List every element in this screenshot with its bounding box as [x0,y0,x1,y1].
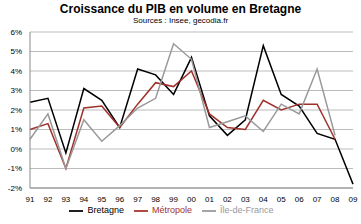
svg-text:96: 96 [115,195,124,204]
svg-text:07: 07 [313,195,322,204]
svg-text:91: 91 [26,195,35,204]
svg-text:05: 05 [277,195,286,204]
svg-text:00: 00 [187,195,196,204]
html-text:Île-de-France: Île-de-France [220,205,274,216]
html-text:Croissance du PIB en volume en: Croissance du PIB en volume en Bretagne [59,2,302,16]
svg-text:6%: 6% [10,28,22,37]
svg-text:93: 93 [61,195,70,204]
svg-text:03: 03 [241,195,250,204]
svg-text:06: 06 [295,195,304,204]
svg-text:09: 09 [349,195,353,204]
svg-text:98: 98 [151,195,160,204]
html-text:Sources : Insee, gecodia.fr: Sources : Insee, gecodia.fr [132,16,229,25]
svg-text:-1%: -1% [8,164,22,173]
svg-text:4%: 4% [10,67,22,76]
svg-text:04: 04 [259,195,268,204]
svg-text:94: 94 [79,195,88,204]
svg-text:2%: 2% [10,106,22,115]
svg-text:92: 92 [43,195,52,204]
svg-text:97: 97 [133,195,142,204]
html-text:Métropole: Métropole [152,205,192,216]
svg-text:95: 95 [97,195,106,204]
svg-text:1%: 1% [10,125,22,134]
svg-text:01: 01 [205,195,214,204]
svg-text:3%: 3% [10,86,22,95]
html-text:Bretagne: Bretagne [87,205,124,216]
svg-text:99: 99 [169,195,178,204]
svg-text:0%: 0% [10,145,22,154]
svg-text:02: 02 [223,195,232,204]
svg-text:08: 08 [331,195,340,204]
svg-text:5%: 5% [10,47,22,56]
svg-text:-2%: -2% [8,184,22,193]
